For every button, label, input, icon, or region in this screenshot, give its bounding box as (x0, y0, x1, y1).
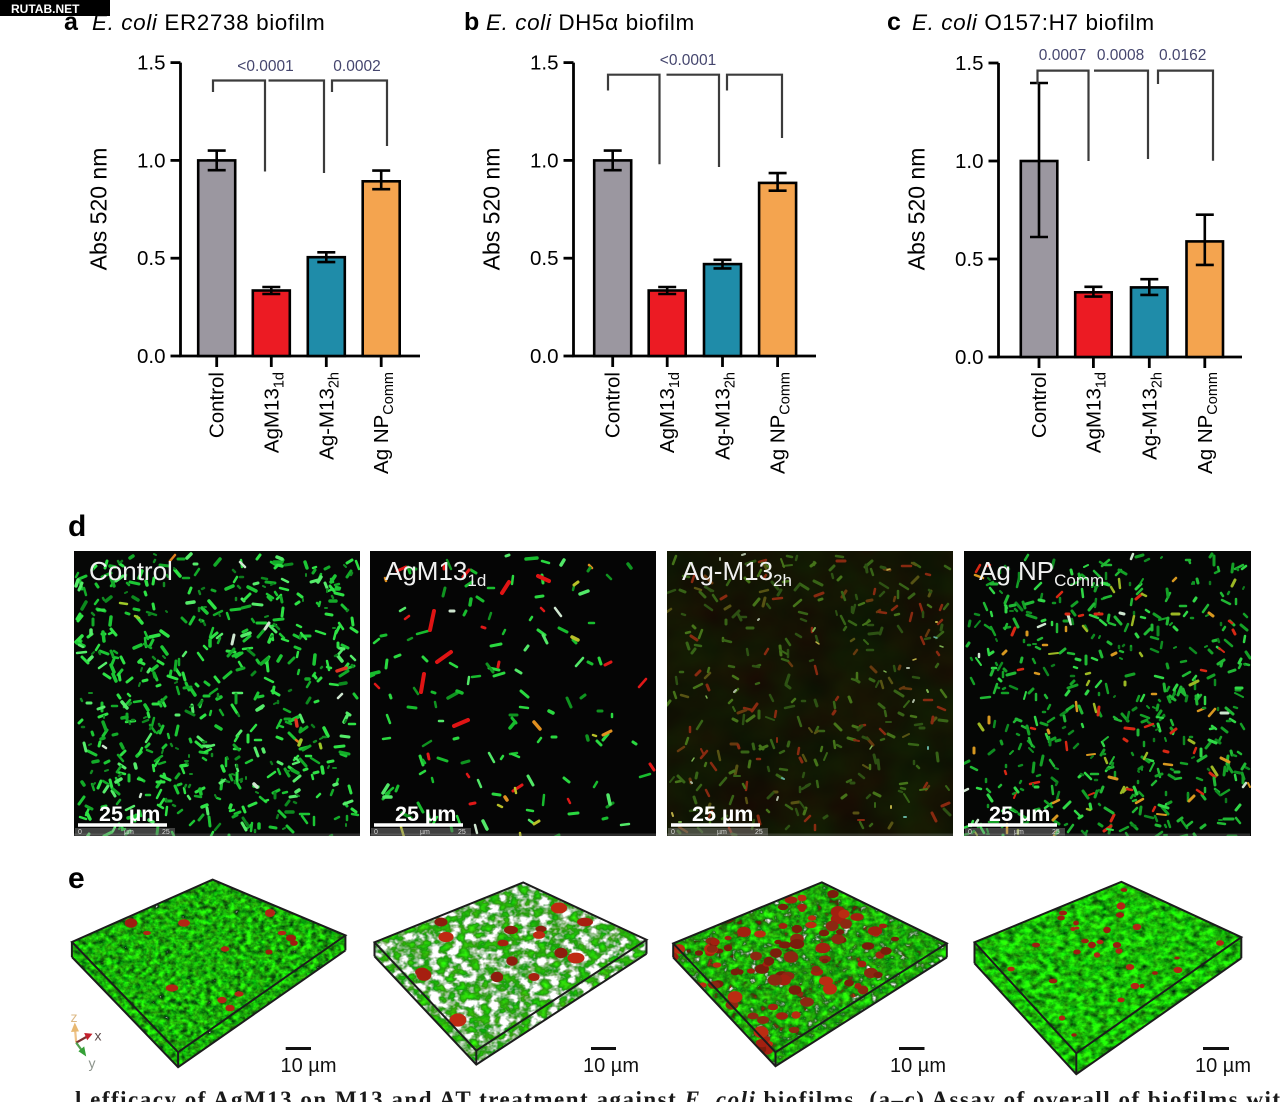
svg-text:1.5: 1.5 (955, 52, 984, 75)
svg-text:10 µm: 10 µm (583, 1055, 639, 1077)
svg-text:1.5: 1.5 (137, 52, 166, 75)
svg-text:AgM131d: AgM131d (1082, 372, 1109, 453)
svg-text:1.0: 1.0 (137, 149, 166, 172)
svg-text:Ag-M132h: Ag-M132h (712, 372, 739, 460)
svg-text:Control: Control (206, 372, 229, 438)
svg-text:µm: µm (420, 829, 430, 836)
svg-text:y: y (89, 1055, 96, 1071)
svg-text:0.5: 0.5 (955, 248, 984, 271)
svg-text:Control: Control (89, 556, 173, 586)
svg-text:E. coli DH5α biofilm: E. coli DH5α biofilm (486, 10, 695, 35)
svg-text:0.0007: 0.0007 (1039, 47, 1086, 64)
svg-text:0.0008: 0.0008 (1097, 47, 1144, 64)
svg-text:Ag NPComm: Ag NPComm (370, 372, 397, 474)
svg-text:Ag NPComm: Ag NPComm (767, 372, 794, 474)
svg-text:0: 0 (78, 829, 82, 836)
svg-text:c: c (887, 8, 901, 36)
svg-text:0: 0 (968, 829, 972, 836)
svg-text:25 µm: 25 µm (395, 802, 456, 826)
svg-text:25 µm: 25 µm (692, 802, 753, 826)
svg-text:0: 0 (671, 829, 675, 836)
svg-text:E. coli ER2738 biofilm: E. coli ER2738 biofilm (92, 10, 325, 35)
svg-text:x: x (95, 1028, 102, 1044)
svg-text:Control: Control (1028, 372, 1051, 438)
svg-text:µm: µm (1014, 829, 1024, 836)
svg-text:10 µm: 10 µm (281, 1055, 337, 1077)
svg-text:E. coli O157:H7 biofilm: E. coli O157:H7 biofilm (912, 10, 1155, 35)
svg-text:<0.0001: <0.0001 (237, 58, 293, 75)
svg-text:AgM131d: AgM131d (260, 372, 287, 453)
svg-text:25 µm: 25 µm (99, 802, 160, 826)
svg-text:0.0: 0.0 (530, 345, 559, 368)
svg-text:Control: Control (602, 372, 625, 438)
svg-text:Abs 520 nm: Abs 520 nm (904, 148, 930, 271)
svg-text:0.0162: 0.0162 (1159, 47, 1206, 64)
svg-text:10 µm: 10 µm (890, 1055, 946, 1077)
svg-text:b: b (464, 8, 479, 36)
svg-text:Ag-M132h: Ag-M132h (1138, 372, 1165, 460)
svg-text:0.0002: 0.0002 (333, 58, 380, 75)
svg-text:1.5: 1.5 (530, 52, 559, 75)
svg-text:25: 25 (1052, 829, 1060, 836)
svg-text:Abs 520 nm: Abs 520 nm (479, 148, 505, 271)
svg-text:0: 0 (374, 829, 378, 836)
svg-text:<0.0001: <0.0001 (660, 52, 716, 69)
svg-text:µm: µm (124, 829, 134, 836)
svg-text:Abs 520 nm: Abs 520 nm (86, 148, 112, 271)
svg-text:25: 25 (755, 829, 763, 836)
svg-text:0.5: 0.5 (530, 247, 559, 270)
svg-text:Ag NPComm: Ag NPComm (1194, 372, 1221, 474)
svg-text:25: 25 (162, 829, 170, 836)
svg-text:µm: µm (717, 829, 727, 836)
svg-text:25: 25 (458, 829, 466, 836)
svg-text:a: a (64, 8, 79, 36)
svg-text:10 µm: 10 µm (1195, 1055, 1251, 1077)
svg-text:Ag-M132h: Ag-M132h (315, 372, 342, 460)
svg-text:0.5: 0.5 (137, 247, 166, 270)
svg-text:25 µm: 25 µm (989, 802, 1050, 826)
svg-text:1.0: 1.0 (530, 149, 559, 172)
svg-text:1.0: 1.0 (955, 150, 984, 173)
svg-text:0.0: 0.0 (137, 345, 166, 368)
svg-text:AgM131d: AgM131d (656, 372, 683, 453)
svg-text:0.0: 0.0 (955, 346, 984, 369)
svg-text:z: z (71, 1009, 78, 1025)
